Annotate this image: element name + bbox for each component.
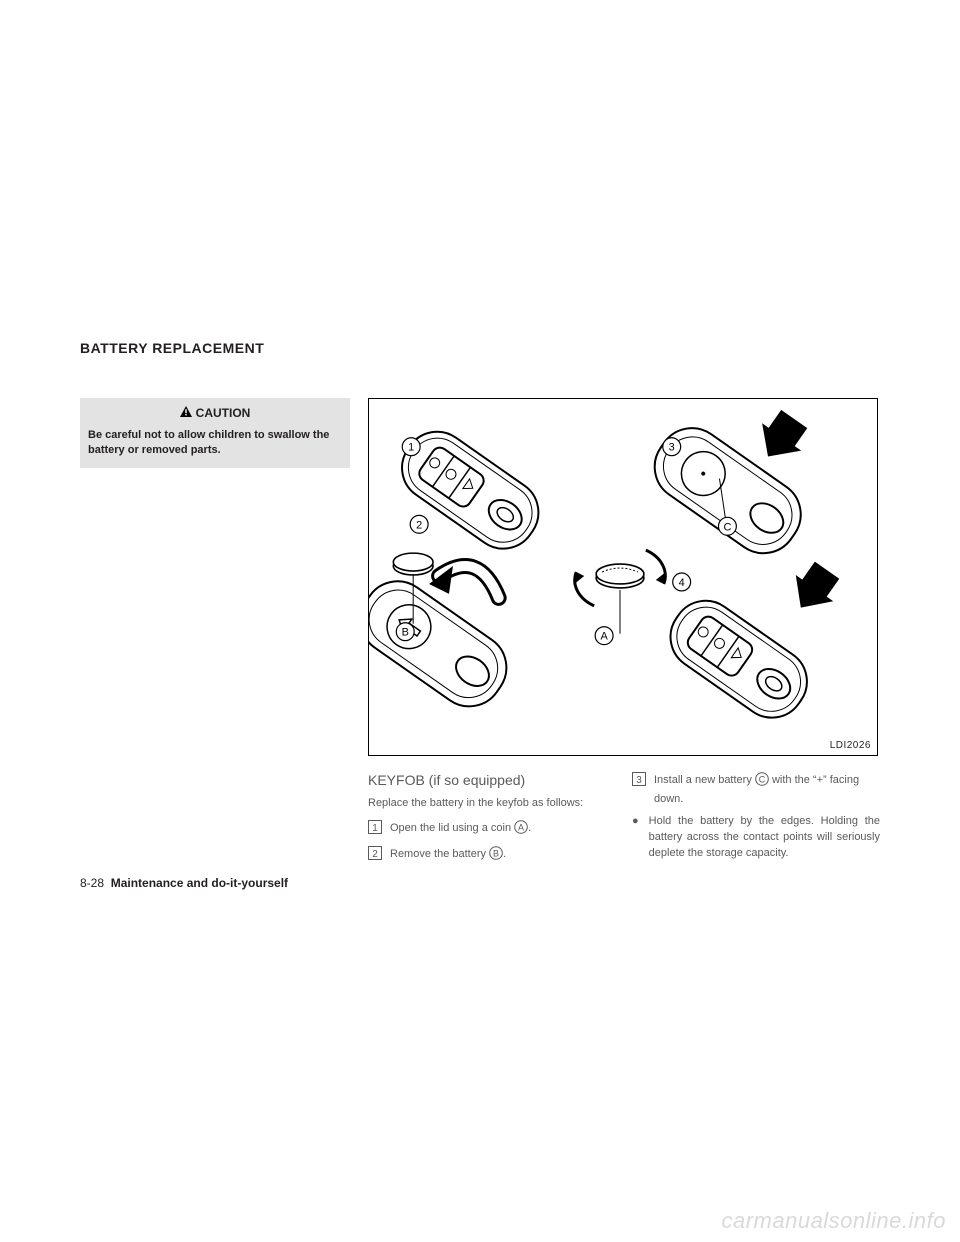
step-number-icon: 1 bbox=[368, 820, 382, 840]
callout-2: 2 bbox=[416, 519, 422, 531]
caution-body: Be careful not to allow children to swal… bbox=[80, 422, 350, 468]
page-footer: 8-28 Maintenance and do-it-yourself bbox=[80, 876, 288, 890]
step-number-icon: 2 bbox=[368, 846, 382, 866]
svg-text:2: 2 bbox=[372, 849, 378, 860]
step-1: 1 Open the lid using a coin A. bbox=[368, 820, 616, 840]
ref-A-icon: A bbox=[514, 820, 528, 840]
illustration-frame: 1 A bbox=[368, 398, 878, 756]
caution-text: Be careful not to allow children to swal… bbox=[88, 428, 342, 458]
svg-text:1: 1 bbox=[372, 823, 378, 834]
step-2-pre: Remove the battery bbox=[390, 848, 489, 860]
ref-C-icon: C bbox=[755, 772, 769, 792]
section-title: BATTERY REPLACEMENT bbox=[80, 340, 264, 356]
step-2-text: Remove the battery B. bbox=[390, 846, 506, 866]
step-2: 2 Remove the battery B. bbox=[368, 846, 616, 866]
svg-text:3: 3 bbox=[636, 775, 642, 786]
callout-C: C bbox=[723, 521, 731, 533]
bullet-text: Hold the battery by the edges. Holding t… bbox=[649, 814, 880, 862]
warning-triangle-icon bbox=[180, 406, 192, 420]
keyfob-intro: Replace the battery in the keyfob as fol… bbox=[368, 796, 616, 812]
caution-label-wrap: CAUTION bbox=[180, 406, 251, 420]
bullet-dot-icon: ● bbox=[632, 814, 639, 862]
text-column-left: KEYFOB (if so equipped) Replace the batt… bbox=[368, 772, 616, 872]
svg-text:B: B bbox=[493, 848, 499, 858]
step-number-icon: 3 bbox=[632, 772, 646, 808]
footer-label: Maintenance and do-it-yourself bbox=[111, 876, 288, 890]
caution-label-text: CAUTION bbox=[196, 406, 251, 420]
svg-text:C: C bbox=[759, 775, 766, 785]
step-3: 3 Install a new battery C with the “+” f… bbox=[632, 772, 880, 808]
callout-4: 4 bbox=[679, 577, 685, 589]
ref-B-icon: B bbox=[489, 846, 503, 866]
step-1-text: Open the lid using a coin A. bbox=[390, 820, 531, 840]
bullet-item: ● Hold the battery by the edges. Holding… bbox=[632, 814, 880, 862]
callout-A: A bbox=[600, 631, 608, 643]
step-3-pre: Install a new battery bbox=[654, 774, 755, 786]
step-1-post: . bbox=[528, 822, 531, 834]
page-number: 8-28 bbox=[80, 876, 104, 890]
callout-3: 3 bbox=[669, 442, 675, 454]
keyfob-heading: KEYFOB (if so equipped) bbox=[368, 772, 616, 788]
keyfob-diagram: 1 A bbox=[369, 399, 877, 755]
svg-text:A: A bbox=[518, 822, 524, 832]
manual-page: BATTERY REPLACEMENT CAUTION Be careful n… bbox=[0, 0, 960, 1242]
illustration-code: LDI2026 bbox=[830, 740, 871, 751]
text-column-right: 3 Install a new battery C with the “+” f… bbox=[632, 772, 880, 862]
watermark: carmanualsonline.info bbox=[0, 1208, 960, 1234]
step-1-pre: Open the lid using a coin bbox=[390, 822, 514, 834]
step-2-post: . bbox=[503, 848, 506, 860]
callout-B: B bbox=[402, 627, 409, 639]
step-3-text: Install a new battery C with the “+” fac… bbox=[654, 772, 880, 808]
callout-1: 1 bbox=[408, 442, 414, 454]
